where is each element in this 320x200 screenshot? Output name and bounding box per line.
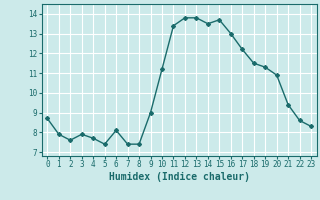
X-axis label: Humidex (Indice chaleur): Humidex (Indice chaleur) — [109, 172, 250, 182]
